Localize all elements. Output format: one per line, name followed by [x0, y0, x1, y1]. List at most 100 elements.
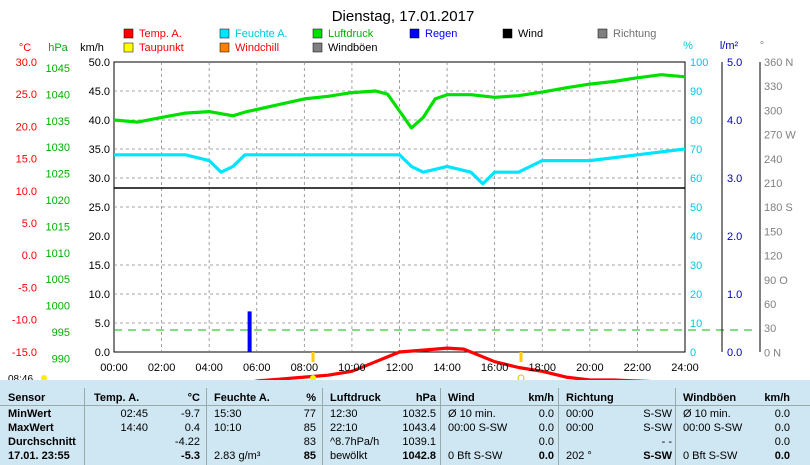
pct-tick-label: 100 — [690, 57, 708, 69]
rain-tick-label: 1.0 — [727, 289, 742, 301]
time-tick-label: 20:00 — [576, 362, 604, 374]
legend-swatch — [219, 42, 230, 53]
table-cell-note: ^8.7hPa/h — [330, 436, 380, 448]
table-cell-value: 85 — [303, 422, 316, 434]
column-separator — [440, 388, 441, 465]
rain-tick-label: 4.0 — [727, 115, 742, 127]
statistics-table: Sensor Temp. A. °C Feuchte A.% Luftdruck hPa W… — [0, 380, 810, 465]
column-separator — [558, 388, 559, 465]
column-separator — [675, 388, 676, 465]
legend-label: Taupunkt — [139, 42, 184, 54]
temp-tick-label: 20.0 — [16, 121, 37, 133]
table-cell-value: - - — [661, 436, 672, 448]
legend: Temp. A. Feuchte A. Luftdruck Regen Wind Rich… — [123, 28, 656, 54]
hpa-tick-label: 1005 — [46, 274, 70, 286]
direction-tick-label: 240 — [764, 154, 782, 166]
table-cell-note: 00:00 — [566, 422, 594, 434]
kmh-tick-label: 35.0 — [89, 144, 110, 156]
legend-swatch — [409, 28, 420, 39]
direction-tick-label: 330 — [764, 81, 782, 93]
table-header: Feuchte A. — [214, 392, 270, 404]
table-cell-note: 15:30 — [214, 408, 242, 420]
temp-tick-label: 10.0 — [16, 186, 37, 198]
direction-tick-label: 30 — [764, 323, 776, 335]
temp-tick-label: -15.0 — [12, 347, 37, 359]
table-cell-note: 00:00 S-SW — [448, 422, 508, 434]
table-cell-value: 0.0 — [538, 422, 554, 434]
table-cell-value: -4.22 — [174, 436, 200, 448]
table-cell-value: 0.0 — [774, 422, 790, 434]
table-cell-note: 2.83 g/m³ — [214, 450, 261, 462]
table-header-unit: hPa — [415, 392, 436, 404]
axis-unit-label: km/h — [80, 42, 104, 54]
kmh-tick-label: 45.0 — [89, 86, 110, 98]
pct-tick-label: 70 — [690, 144, 702, 156]
time-tick-label: 24:00 — [671, 362, 699, 374]
table-header-unit: km/h — [764, 392, 790, 404]
table-row-label: Durchschnitt — [8, 436, 76, 448]
pct-tick-label: 50 — [690, 202, 702, 214]
table-cell-note: 00:00 — [566, 408, 594, 420]
series-line-feuchte-a — [114, 147, 686, 186]
legend-label: Temp. A. — [139, 28, 182, 40]
kmh-tick-label: 25.0 — [89, 202, 110, 214]
table-row-label: MinWert — [8, 408, 52, 420]
rain-tick-label: 3.0 — [727, 173, 742, 185]
table-cell-value: S-SW — [643, 408, 672, 420]
table-cell-value: 1042.8 — [402, 450, 436, 462]
legend-label: Luftdruck — [328, 28, 374, 40]
legend-label: Richtung — [613, 28, 656, 40]
table-header: Sensor — [8, 392, 46, 404]
table-row-label: MaxWert — [8, 422, 54, 434]
table-header: Wind — [448, 392, 475, 404]
table-cell-value: 1043.4 — [402, 422, 436, 434]
hpa-tick-label: 1025 — [46, 169, 70, 181]
series-layer — [113, 73, 686, 380]
sunrise-time-label: 08:46 — [8, 374, 33, 380]
direction-tick-label: 210 — [764, 178, 782, 190]
pct-tick-label: 20 — [690, 289, 702, 301]
moon-icon — [517, 374, 525, 380]
hpa-tick-label: 1020 — [46, 195, 70, 207]
kmh-tick-label: 30.0 — [89, 173, 110, 185]
legend-swatch — [312, 42, 323, 53]
direction-tick-label: 150 — [764, 226, 782, 238]
table-cell-note: 0 Bft S-SW — [448, 450, 503, 462]
table-cell-value: 0.4 — [184, 422, 200, 434]
hpa-tick-label: 1010 — [46, 248, 70, 260]
hpa-tick-label: 990 — [52, 353, 70, 365]
kmh-tick-label: 10.0 — [89, 289, 110, 301]
time-tick-label: 22:00 — [624, 362, 652, 374]
pct-tick-label: 30 — [690, 260, 702, 272]
legend-label: Feuchte A. — [235, 28, 288, 40]
table-cell-note: 22:10 — [330, 422, 358, 434]
axis-unit-label: hPa — [48, 42, 68, 54]
time-tick-label: 18:00 — [528, 362, 556, 374]
temp-tick-label: 0.0 — [22, 250, 37, 262]
temp-tick-label: 30.0 — [16, 57, 37, 69]
table-header-unit: °C — [187, 392, 200, 404]
direction-tick-label: 0 N — [764, 347, 781, 359]
series-line-luftdruck — [113, 73, 686, 130]
rain-tick-label: 5.0 — [727, 57, 742, 69]
table-header-unit: km/h — [528, 392, 554, 404]
table-cell-value: 83 — [303, 436, 316, 448]
legend-label: Wind — [518, 28, 543, 40]
legend-swatch — [312, 28, 323, 39]
pct-tick-label: 90 — [690, 86, 702, 98]
axis-unit-label: °C — [19, 42, 31, 54]
table-cell-value: 0.0 — [538, 408, 554, 420]
table-cell-note: Ø 10 min. — [683, 408, 731, 420]
axis-unit-label: ° — [760, 40, 764, 52]
hpa-tick-label: 995 — [52, 327, 70, 339]
pct-tick-label: 60 — [690, 173, 702, 185]
legend-label: Windböen — [328, 42, 378, 54]
hpa-tick-label: 1040 — [46, 89, 70, 101]
table-cell-note: 02:45 — [120, 408, 148, 420]
time-tick-label: 00:00 — [100, 362, 128, 374]
rain-tick-label: 0.0 — [727, 347, 742, 359]
weather-chart: Dienstag, 17.01.2017 Temp. A. Feuchte A. L… — [8, 8, 796, 380]
time-tick-label: 08:00 — [291, 362, 319, 374]
kmh-tick-label: 20.0 — [89, 231, 110, 243]
direction-tick-label: 270 W — [764, 130, 796, 142]
